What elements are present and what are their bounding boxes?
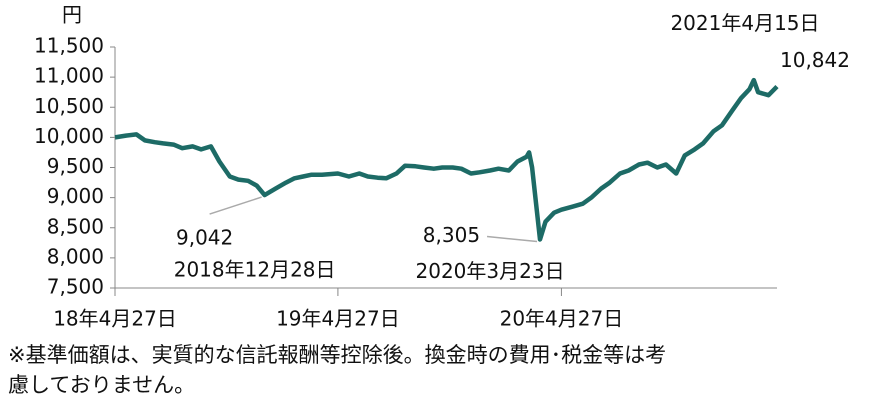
date-annotation: 2020年3月23日	[416, 259, 565, 283]
leader-line	[486, 235, 538, 243]
line	[114, 77, 779, 242]
y-unit: 円	[62, 3, 82, 27]
y-tick-label: 11,000	[34, 64, 104, 88]
x-tick-label: 19年4月27日	[276, 307, 400, 331]
footnote: ※基準価額は、実質的な信託報酬等控除後。換金時の費用･税金等は考	[8, 343, 666, 367]
y-tick-label: 11,500	[34, 34, 104, 58]
value-label: 10,842	[780, 48, 850, 72]
leader-line	[209, 196, 262, 215]
x-tick-label: 18年4月27日	[53, 307, 177, 331]
footnote: 慮しておりません。	[8, 373, 195, 397]
date-annotation: 2021年4月15日	[670, 11, 819, 35]
y-tick-label: 7,500	[47, 275, 104, 299]
y-tick-label: 9,500	[47, 154, 104, 178]
x-tick-label: 20年4月27日	[500, 307, 624, 331]
value-label: 8,305	[423, 223, 480, 247]
y-tick-label: 8,000	[47, 244, 104, 268]
y-tick-label: 10,500	[34, 94, 104, 118]
y-tick-label: 9,000	[47, 184, 104, 208]
y-tick-label: 8,500	[47, 214, 104, 238]
value-label: 9,042	[176, 226, 233, 250]
date-annotation: 2018年12月28日	[174, 258, 336, 282]
y-tick-label: 10,000	[34, 124, 104, 148]
